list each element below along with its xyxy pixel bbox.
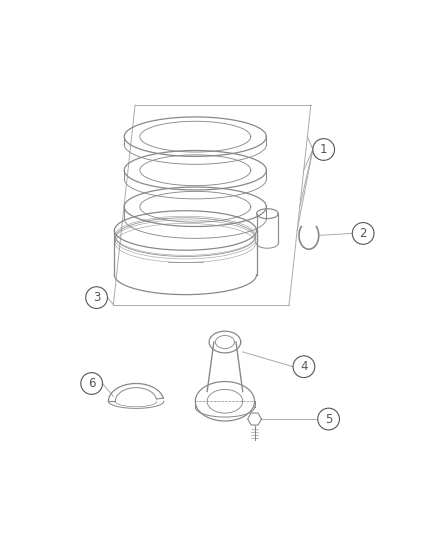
Text: 5: 5 xyxy=(325,413,332,425)
Text: 2: 2 xyxy=(360,227,367,240)
Circle shape xyxy=(318,408,339,430)
Circle shape xyxy=(86,287,107,309)
Circle shape xyxy=(352,223,374,244)
Circle shape xyxy=(313,139,335,160)
Text: 6: 6 xyxy=(88,377,95,390)
Text: 4: 4 xyxy=(300,360,307,373)
Circle shape xyxy=(81,373,102,394)
Circle shape xyxy=(293,356,315,377)
Text: 3: 3 xyxy=(93,291,100,304)
Text: 1: 1 xyxy=(320,143,328,156)
